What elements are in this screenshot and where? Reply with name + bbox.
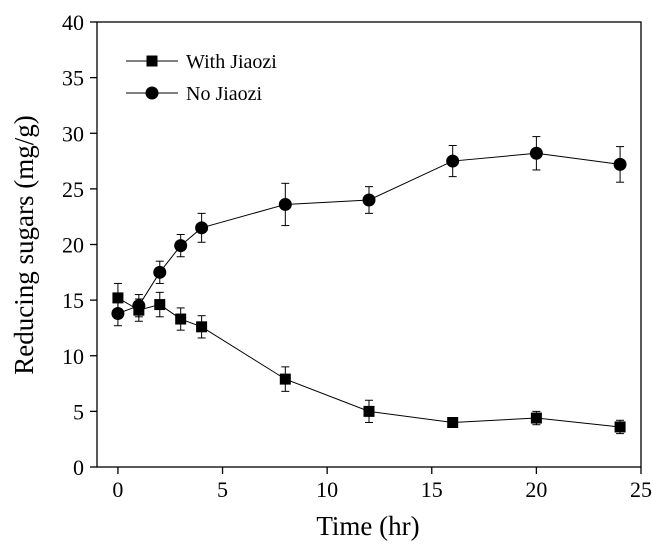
data-point (614, 421, 626, 433)
data-point (111, 306, 125, 320)
y-tick-label: 30 (62, 121, 84, 146)
legend-marker (146, 55, 158, 67)
x-axis-title: Time (hr) (316, 511, 419, 541)
x-tick-label: 15 (421, 477, 443, 502)
y-axis-title: Reducing sugars (mg/g) (9, 115, 39, 374)
data-point (529, 146, 543, 160)
series-layer (111, 136, 627, 435)
data-point (613, 157, 627, 171)
series-with-jiaozi (112, 282, 626, 435)
data-point (174, 239, 188, 253)
data-point (132, 299, 146, 313)
x-tick-label: 5 (217, 477, 228, 502)
y-tick-label: 35 (62, 66, 84, 91)
y-tick-label: 15 (62, 288, 84, 313)
data-point (175, 313, 187, 325)
y-tick-label: 10 (62, 344, 84, 369)
data-point (279, 373, 291, 385)
data-point (362, 193, 376, 207)
x-tick-label: 20 (525, 477, 547, 502)
data-point (196, 321, 208, 333)
data-point (447, 417, 459, 428)
data-point (363, 405, 375, 417)
y-tick-label: 20 (62, 233, 84, 258)
data-point (530, 412, 542, 424)
x-tick-label: 25 (630, 477, 652, 502)
y-tick-label: 5 (73, 399, 84, 424)
data-point (154, 299, 166, 311)
series-no-jiaozi (111, 136, 627, 327)
axis-ticks: 0 5 10 15 20 25 0 5 10 15 20 25 30 35 40 (62, 10, 652, 502)
y-tick-label: 25 (62, 177, 84, 202)
data-point (195, 221, 209, 235)
data-point (112, 292, 124, 304)
y-tick-label: 40 (62, 10, 84, 35)
data-point (153, 265, 167, 279)
y-tick-label: 0 (73, 455, 84, 480)
data-point (446, 154, 460, 168)
series-line (117, 297, 621, 428)
x-tick-label: 10 (316, 477, 338, 502)
legend-label: No Jiaozi (186, 83, 263, 105)
x-tick-label: 0 (112, 477, 123, 502)
legend: With Jiaozi No Jiaozi (126, 51, 277, 105)
data-point (278, 197, 292, 211)
legend-marker (145, 86, 159, 100)
series-line (117, 152, 621, 314)
legend-label: With Jiaozi (186, 51, 277, 73)
